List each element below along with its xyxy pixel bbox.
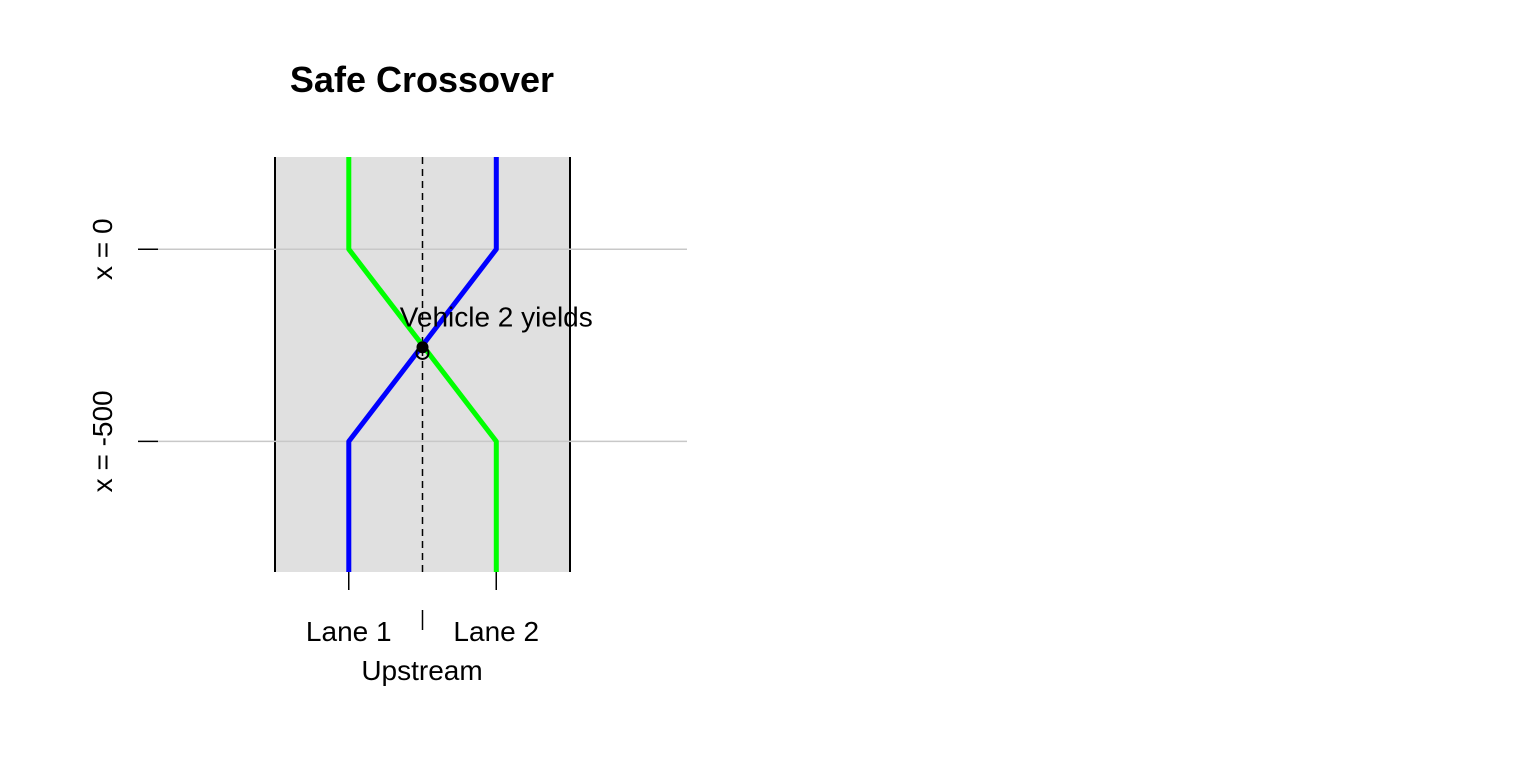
y-tick-label-0: x = 0	[87, 218, 118, 279]
y-axis: x = 0 x = -500	[87, 218, 158, 492]
gridlines	[158, 248, 687, 443]
x-tick-label-1: Lane 2	[453, 616, 539, 647]
annotation-0: Vehicle 2 yields	[400, 301, 593, 332]
x-axis-label: Upstream	[361, 655, 482, 686]
x-tick-label-0: Lane 1	[306, 616, 392, 647]
marker-open-1	[415, 345, 430, 360]
chart-title: Safe Crossover	[290, 59, 554, 100]
annotations: Vehicle 2 yields	[400, 301, 593, 332]
x-axis: Lane 1 Lane 2	[306, 572, 539, 647]
collision-markers	[415, 341, 430, 360]
y-tick-label-1: x = -500	[87, 390, 118, 492]
